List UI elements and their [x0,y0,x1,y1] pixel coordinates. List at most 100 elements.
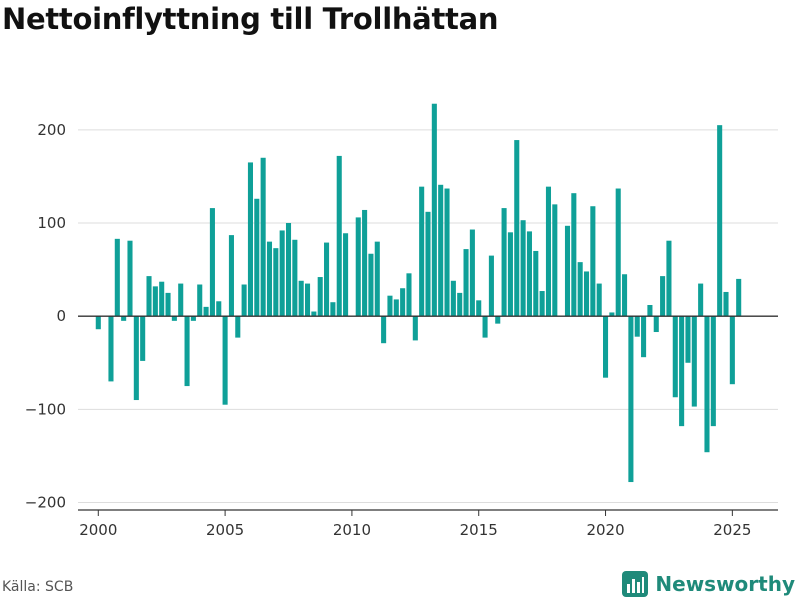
x-tick-label: 2010 [333,521,371,539]
bar [190,316,196,321]
axes: −200 −100 0 100 200 2000 2005 2010 2015 2020 2025 [25,121,778,539]
bar [476,300,482,317]
bar [564,225,571,317]
bar [526,231,532,317]
bar [209,208,215,317]
bar [317,277,323,317]
bar [698,283,704,317]
bar [133,316,139,401]
bar [685,316,691,363]
bar [520,220,526,317]
bar [482,316,488,338]
newsworthy-logo-icon [622,571,649,597]
bar [583,271,590,317]
bar [444,188,450,317]
bar [666,240,672,317]
bar [425,211,431,317]
bar [438,184,444,317]
bar [197,284,203,317]
bar [203,306,209,317]
bar [355,217,361,317]
bar [514,140,520,317]
bar [545,186,552,317]
bar [292,239,298,317]
x-tick-label: 2025 [713,521,751,539]
bar [400,288,406,317]
bar [736,278,742,317]
bar [228,235,234,317]
bar [159,281,165,317]
bar [641,316,647,358]
bar [127,240,133,317]
bar [431,103,437,317]
bar [152,286,158,317]
bar [387,295,393,317]
bar [330,302,336,317]
bar [457,292,463,317]
bar [590,206,596,317]
bar [171,316,177,321]
bar [374,241,380,317]
bar [368,253,374,317]
bar [266,241,273,317]
bar [615,188,621,317]
bar [178,283,184,317]
bar [533,250,539,317]
bar [247,162,253,317]
bar [596,283,602,317]
x-tick-label: 2015 [460,521,498,539]
bar [507,232,513,317]
bar [495,316,501,324]
y-tick-label: 100 [37,214,66,232]
bar [121,316,127,321]
bar [108,316,114,382]
y-tick-label: −200 [25,494,66,512]
bar [216,301,222,317]
bar [729,316,735,385]
bar [704,316,710,453]
bar [469,229,475,317]
bar [717,125,723,317]
bar [285,223,292,317]
bar [146,276,152,317]
bar [710,316,716,427]
bar [298,280,304,317]
bar [260,157,266,317]
bar [279,230,285,317]
bar [450,280,456,317]
bar [235,316,241,338]
bar [165,292,171,317]
bar [628,316,634,483]
brand-logo: Newsworthy [621,570,795,598]
bar [634,316,640,337]
bar [552,204,558,317]
bar [140,316,146,361]
bar [660,276,666,317]
bar [324,242,330,317]
bar [311,311,317,317]
bar [577,262,583,317]
bar [114,238,120,317]
y-tick-label: 0 [56,307,66,325]
bar [362,209,368,317]
x-tick-label: 2020 [586,521,624,539]
brand-name: Newsworthy [655,572,795,596]
bar [241,284,247,317]
bar [622,274,628,317]
bar [647,305,653,317]
bar [571,193,577,317]
bar [343,233,349,317]
bar [406,273,412,317]
bar [691,316,697,407]
bar [304,283,311,317]
bar [273,248,279,317]
bar [672,316,678,398]
bar [679,316,685,427]
bar [184,316,190,387]
bar [393,299,399,317]
bar [501,208,507,317]
bar [336,155,342,317]
y-tick-label: −100 [25,400,66,418]
bars [95,103,742,483]
